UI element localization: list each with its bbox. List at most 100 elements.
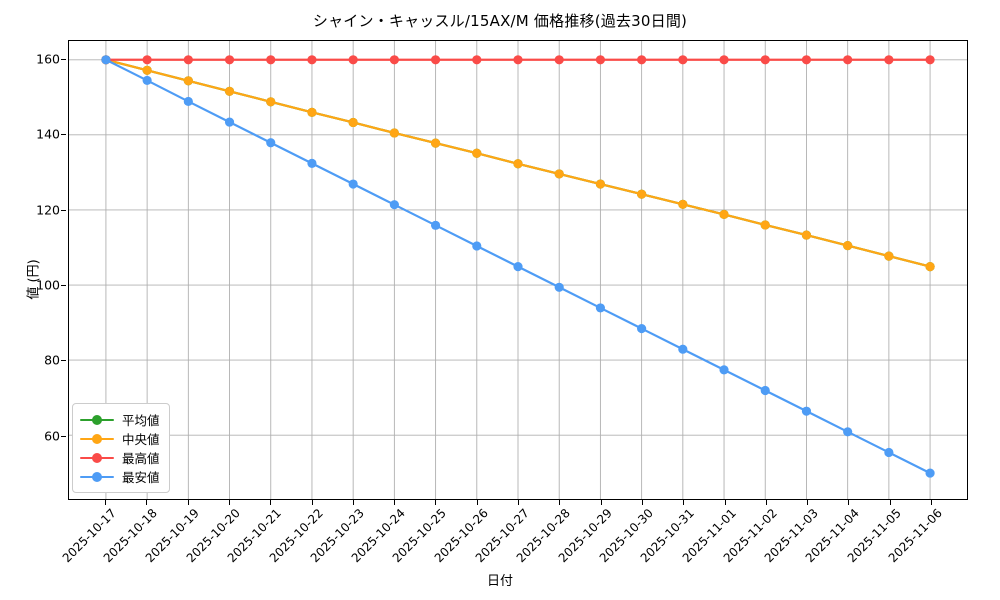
y-axis-tick-mark [61,285,66,287]
data-point[interactable] [843,427,853,437]
x-axis-tick-mark [765,500,767,505]
data-point[interactable] [801,406,812,416]
data-point[interactable] [554,282,564,292]
data-point[interactable] [595,55,606,65]
data-point[interactable] [925,262,935,272]
x-axis-tick-mark [931,500,932,505]
data-point[interactable] [554,169,564,179]
y-axis-tick-label: 120 [36,202,60,218]
data-point[interactable] [637,323,647,334]
data-point[interactable] [884,251,894,261]
y-axis-tick-mark [61,134,66,136]
data-point[interactable] [348,55,358,65]
y-axis-tick-mark [61,58,66,60]
legend-marker-icon [80,413,114,427]
data-point[interactable] [637,55,647,65]
series-中央値 [101,55,935,272]
x-axis-tick-mark [187,500,189,505]
legend-marker-icon [80,470,114,484]
data-point[interactable] [307,107,317,117]
data-point[interactable] [719,365,729,375]
y-axis-tick-label: 60 [44,428,60,444]
data-point[interactable] [513,55,523,65]
y-axis-tick-mark [61,209,66,211]
x-axis-tick-mark [889,500,891,505]
data-point[interactable] [430,220,441,230]
legend-marker-icon [80,451,114,465]
legend-item-平均値[interactable]: 平均値 [80,410,160,429]
data-point[interactable] [678,344,688,354]
data-point[interactable] [884,55,894,65]
data-point[interactable] [266,138,276,148]
data-point[interactable] [595,179,606,189]
data-point[interactable] [224,86,235,96]
plot-area [68,40,968,500]
legend-item-最高値[interactable]: 最高値 [80,448,160,467]
y-axis-tick-label: 140 [36,126,60,142]
data-point[interactable] [266,55,276,65]
x-axis-tick-mark [228,500,230,505]
data-point[interactable] [719,209,729,220]
x-axis-tick-mark [105,500,106,505]
data-point[interactable] [513,262,523,272]
data-point[interactable] [843,55,853,65]
legend-item-label: 最高値 [122,451,160,466]
x-axis-tick-mark [724,500,726,505]
data-point[interactable] [513,159,523,169]
x-axis-tick-mark [270,500,272,505]
data-point[interactable] [142,65,152,75]
data-point[interactable] [637,189,647,199]
data-point[interactable] [760,55,770,65]
data-point[interactable] [884,447,894,458]
data-point[interactable] [224,55,235,65]
data-point[interactable] [678,55,688,65]
data-point[interactable] [266,97,276,107]
data-point[interactable] [348,179,358,189]
data-point[interactable] [760,385,770,396]
legend-item-最安値[interactable]: 最安値 [80,467,160,486]
data-point[interactable] [472,241,482,251]
data-point[interactable] [801,230,812,240]
data-point[interactable] [224,117,235,127]
data-point[interactable] [389,128,399,138]
data-point[interactable] [101,55,111,65]
legend-item-中央値[interactable]: 中央値 [80,429,160,448]
data-point[interactable] [760,220,770,230]
data-point[interactable] [183,96,193,107]
data-point[interactable] [801,55,812,65]
data-point[interactable] [719,55,729,65]
data-point[interactable] [430,138,441,148]
data-point[interactable] [183,76,193,86]
legend-item-label: 平均値 [122,413,160,428]
data-point[interactable] [554,55,564,65]
x-axis-tick-mark [807,500,809,505]
data-point[interactable] [389,55,399,65]
data-point[interactable] [678,199,688,209]
data-point[interactable] [595,303,606,313]
y-axis-tick-label: 160 [36,51,60,67]
data-point[interactable] [142,75,152,85]
chart-legend[interactable]: 平均値 中央値最高値 最安値 [72,403,170,493]
y-axis-tick-mark [61,360,66,362]
x-axis-tick-marks [68,500,968,508]
data-series-layer [101,55,935,478]
data-point[interactable] [472,148,482,158]
data-point[interactable] [389,200,399,210]
series-最高値 [101,55,935,65]
data-point[interactable] [430,55,441,65]
x-axis-tick-mark [394,500,396,505]
data-point[interactable] [183,55,193,65]
data-point[interactable] [348,117,358,128]
x-axis-tick-mark [476,500,478,505]
data-point[interactable] [925,55,935,65]
data-point[interactable] [843,241,853,251]
x-axis-tick-mark [146,500,148,505]
data-point[interactable] [307,158,317,168]
series-最安値 [101,55,935,478]
data-point[interactable] [472,55,482,65]
x-axis-tick-mark [518,500,519,505]
data-point[interactable] [925,468,935,478]
data-point[interactable] [142,55,152,65]
y-axis-tick-marks [0,40,70,500]
data-point[interactable] [307,55,317,65]
